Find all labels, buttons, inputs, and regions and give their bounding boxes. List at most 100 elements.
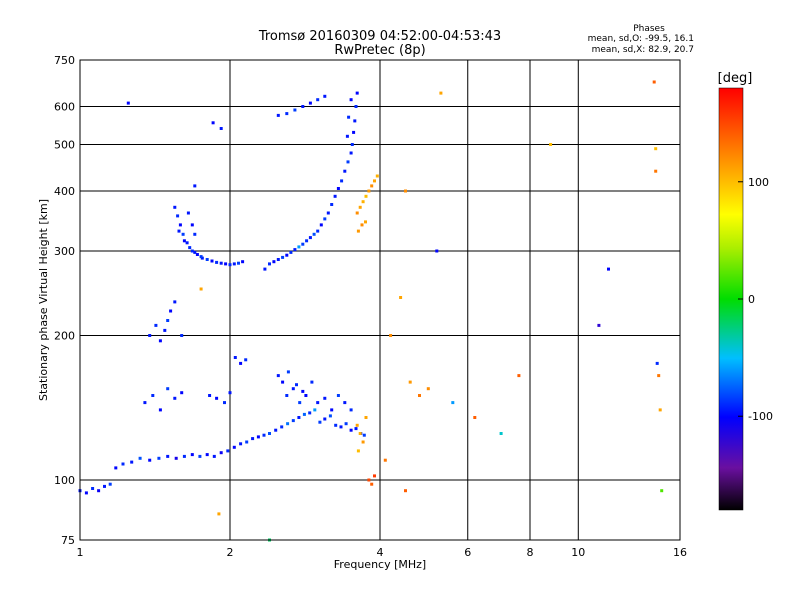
data-point (310, 380, 314, 384)
data-point (219, 261, 223, 265)
data-point (173, 205, 177, 209)
data-point (180, 391, 184, 395)
data-point (326, 211, 330, 215)
data-point (308, 101, 312, 105)
y-axis-label: Stationary phase Virtual Height [km] (37, 199, 50, 401)
data-point (549, 143, 553, 146)
data-point (154, 323, 158, 327)
data-point (199, 287, 203, 291)
data-point (305, 239, 309, 243)
data-point (276, 113, 280, 117)
data-point (318, 420, 322, 424)
data-point (143, 401, 147, 405)
data-point (364, 194, 368, 198)
y-tick-label: 500 (54, 139, 75, 152)
y-tick-label: 300 (54, 245, 75, 258)
data-point (356, 229, 360, 233)
x-tick-label: 1 (77, 546, 84, 559)
data-point (285, 112, 289, 116)
data-point (219, 127, 223, 130)
data-point (370, 482, 374, 486)
data-point (239, 442, 243, 446)
data-point (293, 248, 297, 252)
data-point (244, 358, 248, 362)
data-point (364, 416, 368, 419)
data-point (232, 262, 236, 266)
data-point (404, 189, 407, 193)
data-point (355, 423, 359, 427)
data-point (217, 512, 221, 516)
data-point (297, 416, 301, 419)
stats-heading: Phases (633, 24, 665, 34)
y-tick-label: 200 (54, 330, 75, 343)
data-point (176, 214, 180, 218)
data-point (263, 267, 267, 271)
data-point (199, 255, 203, 259)
data-point (302, 412, 306, 416)
data-point (375, 174, 379, 178)
data-point (97, 489, 101, 493)
data-point (373, 179, 376, 183)
y-tick-label: 400 (54, 185, 75, 198)
data-point (286, 422, 290, 426)
data-point (367, 189, 371, 193)
y-tick-label: 600 (54, 101, 75, 114)
data-point (323, 417, 327, 421)
data-point (205, 258, 209, 261)
data-point (354, 427, 358, 431)
data-point (166, 454, 170, 458)
data-point (180, 334, 184, 337)
data-point (361, 200, 365, 204)
data-point (280, 425, 284, 429)
data-point (212, 454, 216, 458)
data-point (182, 454, 186, 458)
data-point (308, 236, 312, 240)
data-point (195, 253, 199, 256)
data-point (223, 401, 226, 405)
data-point (166, 319, 170, 322)
colorbar-label: [deg] (718, 71, 753, 86)
data-point (158, 339, 162, 343)
data-point (355, 91, 359, 95)
data-point (251, 437, 255, 441)
data-point (121, 462, 125, 466)
data-point (304, 394, 308, 397)
data-point (360, 223, 364, 227)
data-point (339, 425, 343, 429)
data-point (297, 245, 301, 249)
data-point (352, 130, 356, 134)
data-point (193, 232, 197, 236)
data-point (418, 394, 421, 397)
data-point (316, 401, 320, 405)
data-point (383, 458, 387, 462)
data-point (108, 482, 112, 486)
x-tick-label: 10 (571, 546, 585, 559)
data-point (499, 432, 503, 435)
data-point (435, 249, 439, 253)
data-point (210, 259, 214, 263)
data-point (473, 416, 477, 419)
data-point (336, 394, 340, 397)
data-point (301, 105, 305, 108)
colorbar-ticks: 100 0 -100 (738, 176, 773, 423)
data-point (276, 258, 280, 261)
data-point (340, 179, 344, 183)
data-point (291, 387, 295, 391)
data-point (190, 249, 194, 253)
data-point (289, 250, 293, 254)
data-point (345, 134, 349, 138)
x-tick-labels: 1 2 4 6 8 10 16 (77, 546, 688, 559)
data-point (215, 396, 219, 400)
data-point (361, 440, 365, 444)
data-point (399, 296, 403, 299)
data-point (173, 300, 177, 304)
plot-frame (79, 59, 681, 541)
data-point (163, 328, 167, 332)
x-tick-label: 2 (227, 546, 234, 559)
data-point (224, 262, 228, 266)
data-point (301, 242, 305, 246)
y-tick-label: 100 (54, 474, 75, 487)
data-point (239, 361, 243, 365)
data-point (349, 151, 353, 155)
y-tick-label: 750 (54, 54, 75, 67)
